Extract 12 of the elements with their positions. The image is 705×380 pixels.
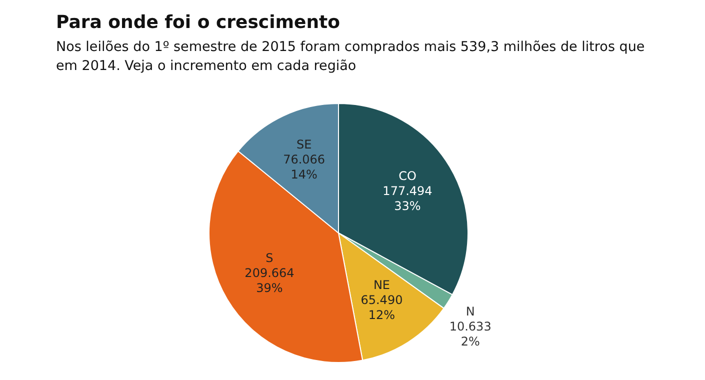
slice-label: CO — [398, 169, 416, 184]
chart-title: Para onde foi o crescimento — [56, 12, 340, 33]
data-label: 10.633 2% — [449, 320, 492, 349]
data-label: 76.066 14% — [283, 152, 326, 182]
slice-label: NE — [373, 278, 390, 292]
slice-label: SE — [296, 138, 312, 152]
slice-label: S — [266, 251, 274, 266]
data-label: 177.494 33% — [382, 184, 432, 214]
chart-subtitle: Nos leilões do 1º semestre de 2015 foram comprados mais 539,3 milhões de litros que em 2014. Veja o incremento em cada região — [56, 38, 646, 76]
data-label: 65.490 12% — [360, 292, 403, 322]
data-label: 209.664 39% — [244, 266, 294, 296]
slice-label: N — [466, 304, 475, 319]
